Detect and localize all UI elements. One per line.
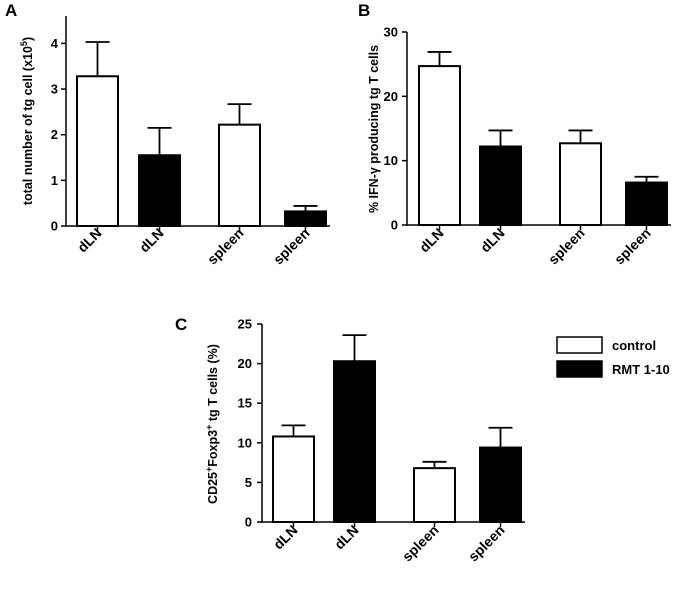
y-tick-label: 0 [391,218,398,233]
x-category-label: spleen [611,225,654,268]
y-tick-label: 4 [51,36,59,51]
bar-spleen-3 [559,142,602,226]
legend-label-rmt: RMT 1-10 [612,362,670,377]
bar-dln-1 [418,65,461,226]
y-tick-label: 15 [238,396,252,411]
y-axis-title: CD25+Foxp3+ tg T cells (%) [204,344,220,504]
bar-dln-2 [479,145,522,226]
panel-letter: A [5,1,17,20]
y-axis-title-superscript: + [204,467,214,472]
bar-spleen-4 [284,210,327,228]
x-category-label: spleen [399,522,442,565]
x-category-label: spleen [465,522,508,565]
y-axis-title-superscript: + [204,425,214,430]
y-tick-label: 5 [245,475,252,490]
bar-spleen-3 [413,467,456,524]
y-tick-label: 20 [238,356,252,371]
panel-letter: B [358,1,370,20]
y-axis-title: total number of tg cell (x105) [19,37,35,205]
legend: control RMT 1-10 [556,336,670,378]
y-axis-title: % IFN-γ producing tg T cells [367,45,381,213]
bar-dln-2 [333,360,376,523]
y-tick-label: 1 [51,173,58,188]
y-axis-title-part: Foxp3 [206,430,220,467]
y-tick-label: 30 [384,25,398,40]
x-category-label: dLN [331,522,362,553]
panel-letter: C [175,315,187,334]
y-tick-label: 10 [384,153,398,168]
y-axis-title-superscript: 5 [19,41,29,46]
bar-dln-1 [76,75,119,228]
bar-dln-2 [138,154,181,228]
bar-spleen-4 [625,181,668,226]
y-tick-label: 3 [51,82,58,97]
x-category-label: dLN [477,225,508,256]
y-tick-label: 0 [245,515,252,530]
y-tick-label: 10 [238,435,252,450]
legend-swatch-control [556,336,603,354]
x-category-label: dLN [74,225,105,256]
y-tick-label: 0 [51,219,58,234]
legend-label-control: control [612,338,656,353]
x-category-label: spleen [270,225,313,268]
x-category-label: spleen [545,225,588,268]
chart-panel-b: B 0 10 20 30 dLN dLN spleen spleen % IFN-γ produc… [358,1,671,267]
chart-panel-a: A 0 1 2 3 4 dLN dLN spleen spleen total number of … [5,1,330,267]
x-category-label: dLN [416,225,447,256]
y-tick-label: 2 [51,127,58,142]
y-tick-label: 20 [384,89,398,104]
y-axis-title-part: tg T cells (%) [206,344,220,425]
bar-dln-1 [272,435,315,523]
y-axis-title-main: total number of tg cell (x10 [21,46,35,205]
y-tick-label: 25 [238,317,252,332]
x-category-label: dLN [270,522,301,553]
y-axis-title-main: % IFN-γ producing tg T cells [367,45,381,213]
y-axis-title-part: CD25 [206,472,220,504]
x-category-label: dLN [136,225,167,256]
y-axis-title-tail: ) [21,37,35,41]
bar-spleen-4 [479,446,522,523]
legend-swatch-rmt [556,360,603,378]
x-category-label: spleen [204,225,247,268]
bar-spleen-3 [218,123,261,227]
